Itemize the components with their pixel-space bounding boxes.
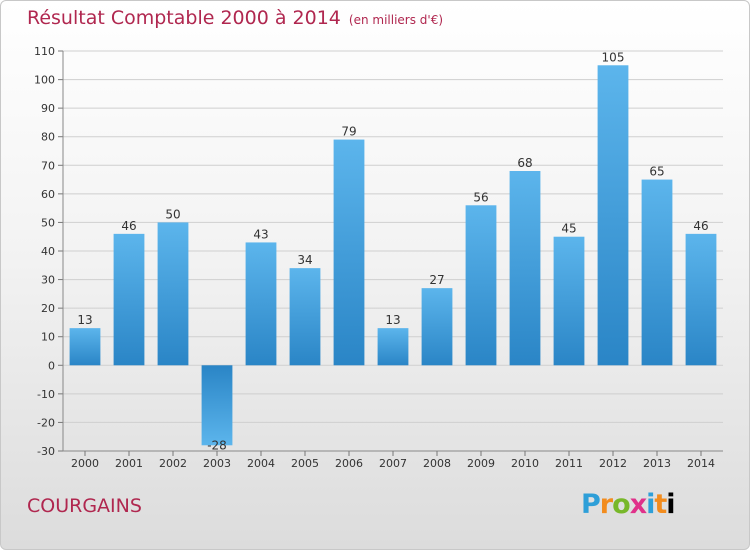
logo-letter: i: [646, 489, 655, 520]
x-tick-label: 2003: [203, 457, 231, 470]
y-tick-label: -10: [37, 388, 55, 401]
x-tick-label: 2002: [159, 457, 187, 470]
bar: [685, 233, 717, 366]
y-tick-label: 0: [48, 359, 55, 372]
y-tick-label: 110: [34, 45, 55, 58]
data-label: 43: [253, 227, 268, 241]
x-tick-label: 2008: [423, 457, 451, 470]
data-label: 46: [693, 219, 708, 233]
bar: [69, 328, 101, 366]
y-tick-label: 30: [41, 274, 55, 287]
y-tick-label: -30: [37, 445, 55, 458]
x-tick-label: 2001: [115, 457, 143, 470]
x-tick-label: 2004: [247, 457, 275, 470]
data-label: 27: [429, 273, 444, 287]
y-tick-label: 90: [41, 102, 55, 115]
logo-letter: t: [654, 489, 667, 520]
data-label: 45: [561, 222, 576, 236]
x-tick-label: 2010: [511, 457, 539, 470]
y-tick-label: -20: [37, 416, 55, 429]
x-tick-label: 2006: [335, 457, 363, 470]
data-label: 34: [297, 253, 312, 267]
bar: [201, 365, 233, 446]
logo-letter: i: [666, 489, 675, 520]
data-label: 13: [385, 313, 400, 327]
x-tick-label: 2014: [687, 457, 715, 470]
x-tick-label: 2012: [599, 457, 627, 470]
bar: [113, 233, 145, 366]
data-label: 79: [341, 125, 356, 139]
bar: [509, 171, 541, 366]
x-tick-label: 2007: [379, 457, 407, 470]
logo-letter: o: [612, 489, 631, 520]
bar: [465, 205, 497, 366]
y-tick-label: 40: [41, 245, 55, 258]
proxiti-logo: Proxiti: [581, 489, 676, 520]
x-tick-label: 2011: [555, 457, 583, 470]
data-label: 68: [517, 156, 532, 170]
x-tick-label: 2000: [71, 457, 99, 470]
data-label: -28: [207, 438, 227, 452]
data-label: 46: [121, 219, 136, 233]
logo-letter: r: [599, 489, 613, 520]
data-label: 13: [77, 313, 92, 327]
data-label: 65: [649, 165, 664, 179]
y-tick-label: 100: [34, 74, 55, 87]
y-tick-label: 60: [41, 188, 55, 201]
y-tick-label: 20: [41, 302, 55, 315]
data-labels: 13 46 50 -28 43 34 79 13 27 56 68 45 105 65 46: [77, 50, 708, 452]
y-tick-label: 80: [41, 131, 55, 144]
y-tick-label: 50: [41, 216, 55, 229]
bar: [245, 242, 277, 366]
x-tick-label: 2013: [643, 457, 671, 470]
x-tick-label: 2009: [467, 457, 495, 470]
y-tick-label: 70: [41, 159, 55, 172]
logo-letter: x: [629, 489, 647, 520]
bar: [641, 179, 673, 366]
bar: [157, 222, 189, 366]
logo-letter: P: [581, 489, 601, 520]
data-label: 56: [473, 190, 488, 204]
x-axis: 2000 2001 2002 2003 2004 2005 2006 2007 2008 2009…: [63, 450, 723, 470]
bar: [377, 328, 409, 366]
bar: [333, 139, 365, 366]
chart-title: Résultat Comptable 2000 à 2014 (en millie…: [27, 7, 443, 29]
bars: [69, 65, 717, 446]
bar: [289, 268, 321, 366]
chart-subtitle: (en milliers d'€): [348, 13, 444, 27]
y-tick-label: 10: [41, 331, 55, 344]
bar: [597, 65, 629, 366]
data-label: 50: [165, 207, 180, 221]
place-name: COURGAINS: [27, 495, 142, 517]
bar: [421, 288, 453, 366]
bar: [553, 236, 585, 366]
y-axis: -30 -20 -10 0 10 20 30 40 50 60 70 80 90 100 110: [34, 45, 64, 458]
chart-title-text: Résultat Comptable 2000 à 2014: [27, 7, 341, 29]
data-label: 105: [602, 50, 625, 64]
x-tick-label: 2005: [291, 457, 319, 470]
